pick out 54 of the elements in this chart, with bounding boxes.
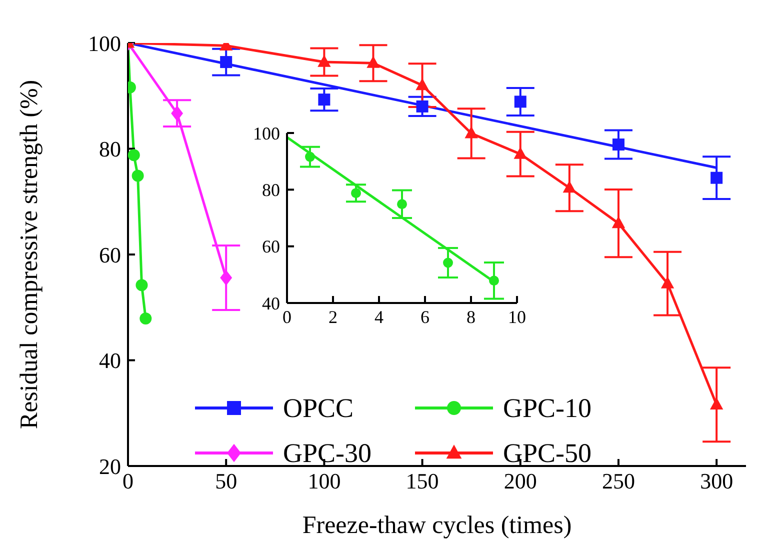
point <box>397 199 407 210</box>
point <box>351 188 361 198</box>
point <box>489 276 499 286</box>
point <box>416 78 429 90</box>
x-tick-label: 4 <box>374 306 384 327</box>
x-tick-label: 150 <box>406 468 439 494</box>
point <box>710 172 723 184</box>
y-axis-title: Residual compressive strength (%) <box>16 80 43 430</box>
legend-label: GPC-10 <box>503 393 592 423</box>
y-tick-label: 80 <box>99 136 121 162</box>
y-tick-label: 20 <box>99 454 121 479</box>
x-tick-label: 2 <box>328 306 338 327</box>
point <box>416 100 428 112</box>
point <box>464 126 478 138</box>
y-tick-label: 40 <box>262 293 280 314</box>
point <box>136 279 148 292</box>
point <box>612 216 626 228</box>
point <box>128 149 140 162</box>
point <box>562 180 576 193</box>
legend-label: GPC-30 <box>283 438 372 468</box>
point <box>305 152 315 162</box>
y-tick-label: 100 <box>88 30 121 56</box>
point <box>220 56 232 68</box>
point <box>514 146 527 159</box>
point <box>366 56 380 68</box>
x-tick-label: 6 <box>420 306 430 327</box>
y-tick-label: 60 <box>99 242 121 268</box>
x-tick-label: 0 <box>282 306 292 327</box>
point <box>710 397 724 410</box>
point <box>171 106 184 122</box>
x-tick-label: 8 <box>466 306 476 327</box>
point <box>318 54 331 67</box>
x-tick-label: 10 <box>508 306 526 327</box>
point <box>660 276 674 288</box>
point <box>132 170 144 182</box>
point <box>140 312 152 324</box>
x-tick-label: 300 <box>700 468 734 494</box>
y-tick-label: 80 <box>262 180 280 200</box>
y-tick-label: 40 <box>99 348 121 374</box>
x-tick-label: 100 <box>308 468 341 494</box>
x-tick-label: 50 <box>215 468 238 494</box>
x-axis-title: Freeze-thaw cycles (times) <box>302 512 572 539</box>
point <box>514 96 526 108</box>
point <box>443 258 453 268</box>
legend-label: OPCC <box>283 393 354 423</box>
x-tick-label: 250 <box>602 468 635 494</box>
point <box>220 270 232 286</box>
legend-label: GPC-50 <box>503 438 592 468</box>
point <box>612 138 624 151</box>
x-tick-label: 0 <box>122 468 134 494</box>
point <box>318 94 330 106</box>
y-tick-label: 60 <box>262 236 280 257</box>
y-tick-label: 100 <box>253 123 280 144</box>
x-tick-label: 200 <box>504 468 537 494</box>
